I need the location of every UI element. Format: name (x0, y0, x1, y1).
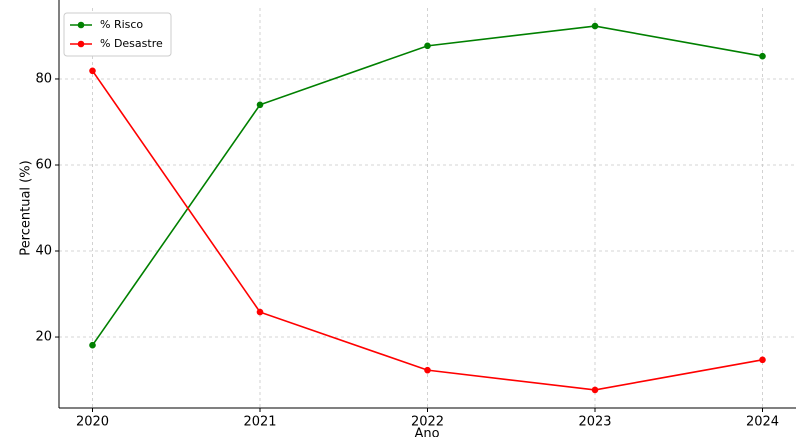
x-tick-label: 2020 (76, 415, 109, 430)
data-point (424, 366, 431, 374)
x-tick-label: 2021 (243, 415, 276, 430)
legend-label: % Risco (100, 18, 143, 31)
legend-box (63, 12, 172, 57)
legend-label: % Desastre (100, 37, 163, 50)
data-point (256, 101, 264, 109)
y-tick-label: 80 (35, 71, 52, 86)
data-point (89, 341, 96, 349)
x-tick-label: 2022 (411, 415, 444, 430)
data-point (424, 42, 431, 50)
y-axis-label: Percentual (%) (19, 160, 34, 255)
x-tick-label: 2023 (578, 415, 611, 430)
x-axis-label: Ano (414, 427, 439, 437)
legend-marker (77, 40, 85, 48)
y-tick-label: 40 (35, 244, 52, 259)
data-point (89, 67, 96, 75)
y-tick-label: 60 (35, 157, 52, 172)
data-point (591, 386, 599, 394)
y-tick-label: 20 (35, 330, 52, 345)
data-point (759, 356, 766, 364)
data-point (256, 308, 264, 316)
x-tick-label: 2024 (746, 415, 779, 430)
legend-marker (77, 21, 85, 29)
data-point (759, 52, 766, 60)
data-point (591, 22, 599, 30)
